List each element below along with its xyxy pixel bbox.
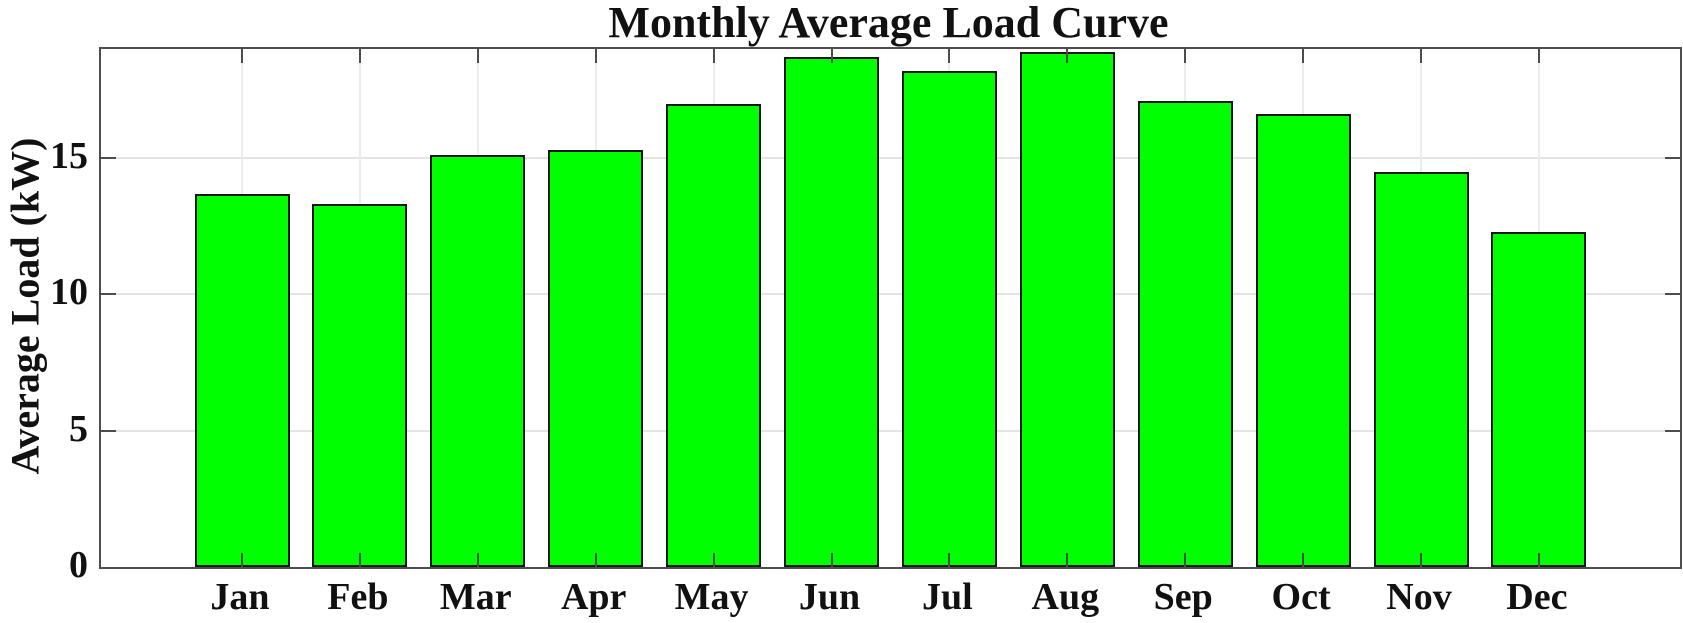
x-tick-mark-top: [358, 49, 361, 63]
y-tick-mark-left: [101, 157, 116, 160]
x-tick-label: Oct: [1271, 576, 1331, 618]
y-tick-mark-left: [101, 293, 116, 296]
x-tick-mark-bottom: [594, 553, 597, 567]
bar: [1137, 100, 1233, 567]
x-tick-label: Jan: [210, 576, 270, 618]
bar: [548, 149, 644, 567]
x-tick-mark-bottom: [1066, 553, 1069, 567]
y-tick-mark-left: [101, 429, 116, 432]
bar: [1373, 171, 1469, 567]
x-tick-mark-top: [1420, 49, 1422, 63]
x-tick-mark-top: [948, 49, 951, 63]
x-tick-mark-top: [241, 49, 243, 63]
x-tick-mark-bottom: [241, 553, 243, 567]
y-tick-mark-right: [1665, 157, 1680, 160]
x-tick-label: Mar: [439, 576, 512, 618]
x-tick-mark-top: [476, 49, 479, 63]
x-tick-mark-bottom: [1537, 553, 1540, 567]
x-tick-label: Sep: [1153, 576, 1213, 618]
x-tick-mark-bottom: [476, 553, 479, 567]
x-tick-mark-bottom: [830, 553, 833, 567]
bar: [666, 103, 762, 567]
x-tick-label: Apr: [560, 576, 627, 618]
chart-title: Monthly Average Load Curve: [608, 0, 1169, 47]
y-tick-label: 15: [50, 135, 88, 178]
x-tick-mark-top: [1302, 49, 1305, 63]
bar: [784, 57, 879, 567]
y-tick-mark-right: [1665, 429, 1680, 432]
x-tick-label: Jun: [798, 576, 861, 618]
x-tick-mark-bottom: [1302, 553, 1305, 567]
x-tick-mark-top: [594, 49, 597, 63]
plot-area: [99, 47, 1682, 569]
bar: [430, 155, 526, 567]
y-tick-mark-right: [1665, 293, 1680, 296]
bar: [1255, 114, 1351, 567]
x-tick-mark-bottom: [948, 553, 951, 567]
x-tick-mark-top: [1537, 49, 1540, 63]
h-gridline: [101, 429, 1680, 432]
y-tick-label: 10: [50, 271, 88, 314]
bar: [194, 193, 290, 567]
x-tick-mark-bottom: [1420, 553, 1422, 567]
x-tick-mark-top: [830, 49, 833, 63]
x-tick-mark-top: [1066, 49, 1069, 63]
h-gridline: [101, 293, 1680, 296]
x-tick-mark-top: [1184, 49, 1187, 63]
x-tick-label: Jul: [922, 576, 973, 618]
x-tick-label: May: [674, 576, 749, 618]
h-gridline: [101, 157, 1680, 160]
x-tick-mark-bottom: [712, 553, 715, 567]
bar: [1491, 231, 1587, 567]
x-tick-label: Nov: [1386, 576, 1452, 618]
x-tick-label: Dec: [1506, 576, 1568, 618]
x-tick-label: Aug: [1031, 576, 1100, 618]
x-tick-mark-bottom: [1184, 553, 1187, 567]
y-tick-label: 0: [69, 544, 88, 586]
bar: [1019, 51, 1115, 567]
y-tick-label: 5: [69, 407, 88, 450]
x-tick-mark-top: [712, 49, 715, 63]
x-tick-label: Feb: [327, 576, 389, 618]
bar: [901, 70, 997, 567]
bar: [312, 204, 408, 567]
x-tick-mark-bottom: [358, 553, 361, 567]
